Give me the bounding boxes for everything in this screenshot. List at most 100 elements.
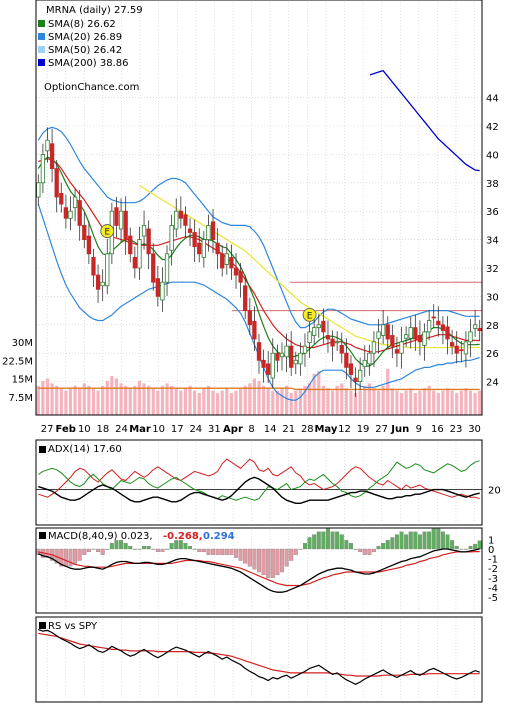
volume-bar (344, 388, 348, 415)
volume-bar (64, 390, 68, 415)
date-axis-tick-label: 9 (416, 424, 422, 435)
price-candle (344, 352, 349, 368)
macd-histogram-bar (119, 540, 124, 550)
price-candle (123, 210, 128, 240)
macd-histogram-bar (325, 528, 330, 550)
legend-swatch (38, 33, 45, 40)
price-candle (36, 182, 41, 198)
macd-histogram-bar (243, 548, 248, 564)
price-candle (477, 327, 482, 332)
price-candle (302, 345, 308, 354)
price-axis-tick-label: 40 (486, 150, 499, 161)
date-axis-tick-label: 31 (208, 424, 221, 435)
macd-histogram-bar (348, 543, 353, 550)
volume-bar (422, 388, 427, 415)
volume-bar (257, 380, 261, 415)
macd-histogram-bar (413, 531, 418, 550)
volume-bar (409, 388, 413, 415)
macd-histogram-bar (215, 548, 220, 555)
price-candle (436, 320, 441, 326)
price-candle (358, 369, 363, 382)
volume-bar (468, 390, 473, 415)
macd-histogram-bar (234, 548, 238, 558)
volume-bar (381, 385, 385, 415)
price-candle (445, 326, 450, 340)
macd-histogram-bar (220, 548, 225, 555)
macd-histogram-bar (473, 543, 478, 550)
macd-histogram-bar (371, 548, 376, 553)
volume-bar (312, 373, 316, 415)
volume-bar (445, 388, 450, 415)
earnings-marker (100, 224, 115, 238)
date-axis-tick-label: 10 (78, 424, 91, 435)
price-candle (137, 239, 142, 269)
price-candle (440, 324, 446, 331)
sma200-line (369, 69, 480, 172)
price-candle (348, 363, 354, 375)
volume-bar (390, 388, 394, 415)
volume-bar (82, 383, 86, 415)
volume-bar (261, 385, 266, 415)
price-candle (289, 345, 294, 368)
volume-bar (87, 385, 91, 415)
price-candle (174, 210, 179, 230)
macd-histogram-bar (408, 531, 413, 550)
volume-axis-tick-label: 30M (12, 338, 33, 349)
price-candle (183, 214, 188, 226)
volume-bar (307, 383, 312, 415)
macd-histogram-bar (468, 545, 473, 550)
price-candle (270, 352, 275, 379)
macd-histogram-bar (151, 548, 156, 550)
sma20-line (38, 158, 480, 353)
volume-bar (220, 390, 224, 415)
price-candle (463, 341, 469, 355)
macd-histogram-bar (142, 545, 147, 550)
volume-bar (455, 393, 459, 415)
macd-histogram-bar (463, 548, 468, 550)
price-candle (215, 242, 220, 255)
macd-histogram-bar (404, 534, 409, 550)
volume-bar (206, 385, 211, 415)
macd-histogram-bar (312, 534, 317, 550)
macd-histogram-bar (183, 543, 188, 550)
macd-histogram-bar (169, 543, 174, 550)
panel-frames (35, 0, 483, 703)
price-candle (362, 359, 367, 368)
legend-swatch (38, 46, 45, 53)
legend-swatch (38, 59, 45, 66)
macd-title-swatch (39, 532, 46, 539)
volume-bar (238, 388, 243, 415)
macd-histogram-bar (298, 548, 303, 550)
macd-histogram-bar (252, 548, 257, 570)
legend-entry: SMA(8) 26.62 (48, 19, 116, 30)
price-candle (459, 349, 464, 352)
date-axis-tick-label: 19 (357, 424, 370, 435)
price-candle (408, 327, 413, 339)
macd-signal-line (38, 551, 480, 587)
macd-histogram-bar (123, 543, 128, 550)
volume-bar (376, 390, 381, 415)
price-candle (431, 316, 436, 319)
macd-histogram-bar (229, 548, 234, 555)
macd-axis-tick-label: -1 (488, 555, 498, 566)
price-candle (256, 342, 262, 361)
volume-bar (298, 388, 302, 415)
macd-histogram-bar (427, 531, 432, 550)
macd-line (38, 548, 480, 593)
macd-histogram-bar (257, 548, 261, 573)
macd-histogram-bar (105, 548, 110, 550)
date-axis-tick-label: 16 (431, 424, 444, 435)
price-candle (399, 341, 404, 354)
price-candle (266, 363, 271, 375)
volume-bar (372, 388, 376, 415)
date-axis-tick-label: 27 (41, 424, 54, 435)
volume-bar (358, 390, 362, 415)
price-axis-tick-label: 32 (486, 264, 499, 275)
earnings-marker (302, 307, 317, 322)
price-candle (192, 232, 197, 248)
macd-histogram-bar (91, 548, 96, 550)
volume-bar (197, 393, 201, 415)
price-candle (132, 256, 138, 269)
sma50-line (139, 185, 480, 349)
date-axis-tick-label: 21 (282, 424, 295, 435)
